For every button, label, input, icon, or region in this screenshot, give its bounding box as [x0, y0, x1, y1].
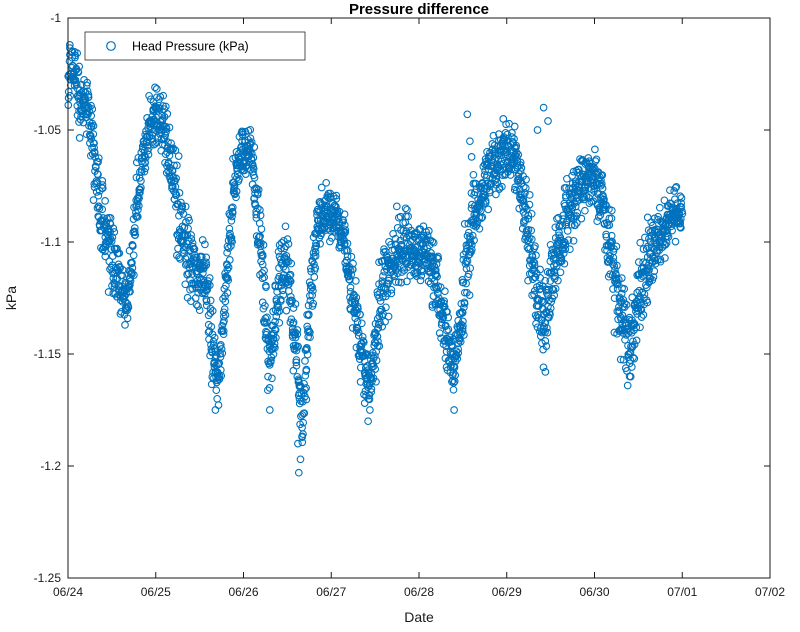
x-tick-label: 07/01: [667, 585, 697, 599]
y-axis-label: kPa: [3, 286, 19, 310]
legend: Head Pressure (kPa): [84, 31, 306, 61]
x-tick-label: 06/24: [53, 585, 83, 599]
x-tick-label: 06/25: [141, 585, 171, 599]
y-tick-label: -1.2: [40, 459, 61, 473]
x-tick-label: 06/26: [228, 585, 258, 599]
y-tick-label: -1.15: [34, 347, 62, 361]
x-tick-label: 06/27: [316, 585, 346, 599]
x-axis-label: Date: [404, 609, 434, 625]
scatter-points: [64, 41, 687, 477]
plot-box: [67, 17, 771, 579]
tick-labels-layer: 06/24 06/25 06/26 06/27 06/28 06/29 06/30 07/01…: [34, 11, 786, 599]
x-tick-label: 07/02: [755, 585, 785, 599]
y-tick-label: -1.05: [34, 123, 62, 137]
scatter-points-layer: [64, 41, 687, 477]
axes-layer: [67, 17, 771, 579]
x-tick-label: 06/28: [404, 585, 434, 599]
legend-box: [84, 31, 306, 61]
y-tick-label: -1: [50, 11, 61, 25]
y-tick-label: -1.25: [34, 571, 62, 585]
legend-marker-icon: [106, 41, 116, 51]
chart-title: Pressure difference: [349, 1, 489, 18]
legend-entry-label: Head Pressure (kPa): [132, 40, 249, 54]
x-tick-label: 06/30: [579, 585, 609, 599]
y-tick-label: -1.1: [40, 235, 61, 249]
x-tick-label: 06/29: [492, 585, 522, 599]
